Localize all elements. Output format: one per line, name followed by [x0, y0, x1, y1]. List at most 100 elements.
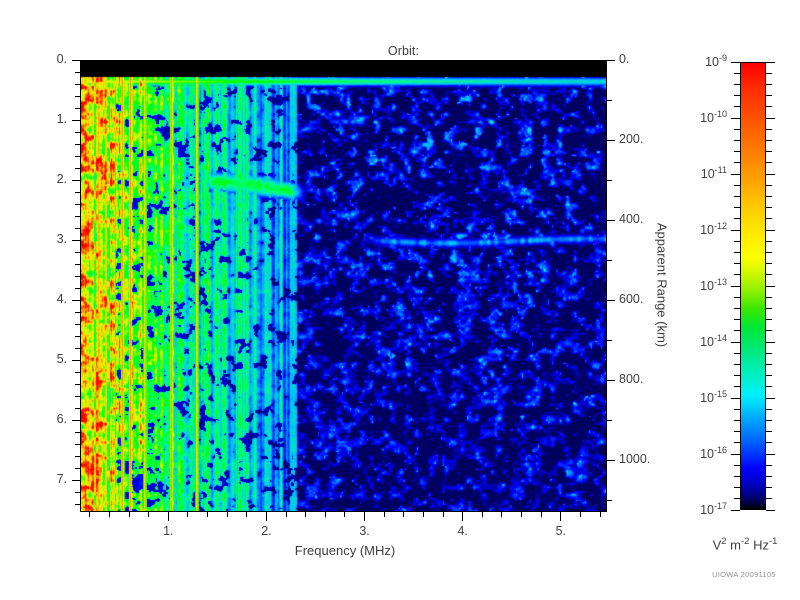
- colorbar-tick-minor: [766, 498, 772, 500]
- tick-label-time-3: 3.: [56, 232, 67, 246]
- colorbar-tick-minor: [766, 251, 772, 253]
- tick-minor-time: [75, 311, 80, 313]
- colorbar-tick-minor: [766, 240, 772, 242]
- tick-minor-time: [75, 455, 80, 457]
- colorbar-tick-minor: [766, 386, 772, 388]
- colorbar-tick-minor: [734, 274, 740, 276]
- footer-credit: UIOWA 20091105: [712, 570, 776, 579]
- tick-minor-freq: [108, 512, 110, 517]
- tick-label-time-2: 2.: [56, 172, 67, 186]
- colorbar-tick-minor: [734, 184, 740, 186]
- tick-minor-time: [75, 407, 80, 409]
- tick-minor-freq: [501, 512, 503, 517]
- colorbar-tick--15: [731, 397, 740, 399]
- colorbar-tick-minor: [766, 72, 772, 74]
- radargram-plot-area: [80, 60, 607, 512]
- colorbar-tick-minor: [766, 375, 772, 377]
- tick-label-freq-1: 1.: [163, 524, 174, 538]
- tick-major-time-2: [72, 179, 80, 181]
- tick-minor-time: [75, 155, 80, 157]
- tick-minor-time: [75, 323, 80, 325]
- axis-title-frequency: Frequency (MHz): [294, 543, 396, 558]
- colorbar-tick-minor: [734, 296, 740, 298]
- colorbar-tick-minor: [766, 464, 772, 466]
- colorbar-tick-minor: [766, 352, 772, 354]
- colorbar-tick-minor: [766, 274, 772, 276]
- tick-minor-freq: [226, 512, 228, 517]
- tick-minor-time: [75, 215, 80, 217]
- colorbar-label--17: 10-17: [700, 501, 727, 518]
- colorbar-tick-minor: [766, 139, 772, 141]
- colorbar-tick-minor: [766, 487, 772, 489]
- colorbar-tick-minor: [734, 307, 740, 309]
- tick-label-range-0: 0.: [619, 52, 630, 66]
- tick-label-range-1000: 1000.: [619, 452, 651, 467]
- colorbar-tick-minor: [766, 363, 772, 365]
- tick-major-range-800: [607, 379, 615, 381]
- tick-major-time-1: [72, 119, 80, 121]
- tick-major-freq-5: [560, 512, 562, 521]
- colorbar-label--12: 10-12: [700, 221, 727, 238]
- colorbar-tick-minor: [734, 319, 740, 321]
- tick-minor-time: [75, 491, 80, 493]
- colorbar-tick-minor: [734, 408, 740, 410]
- axis-title-apparent-range: Apparent Range (km): [654, 222, 670, 348]
- tick-label-time-5: 5.: [56, 352, 67, 366]
- spectrogram-heatmap: [81, 61, 606, 511]
- tick-minor-time: [75, 467, 80, 469]
- colorbar-tick-minor: [766, 319, 772, 321]
- tick-minor-range: [607, 499, 612, 501]
- tick-minor-time: [75, 431, 80, 433]
- tick-major-range-400: [607, 219, 615, 221]
- colorbar-label--11: 10-11: [700, 165, 727, 182]
- tick-major-freq-4: [462, 512, 464, 521]
- colorbar-tick-minor: [734, 218, 740, 220]
- tick-minor-time: [75, 503, 80, 505]
- colorbar-tick-minor: [734, 475, 740, 477]
- colorbar-tick-minor: [734, 498, 740, 500]
- colorbar-tick-minor: [734, 352, 740, 354]
- colorbar-label--13: 10-13: [700, 277, 727, 294]
- colorbar-tick-minor: [766, 207, 772, 209]
- tick-major-freq-2: [265, 512, 267, 521]
- colorbar-tick-minor: [766, 83, 772, 85]
- tick-major-time-4: [72, 299, 80, 301]
- tick-major-range-600: [607, 299, 615, 301]
- colorbar-tick-minor: [766, 195, 772, 197]
- colorbar-tick-right--9: [766, 61, 775, 63]
- colorbar-tick-minor: [734, 139, 740, 141]
- tick-major-range-200: [607, 139, 615, 141]
- colorbar-tick-minor: [734, 251, 740, 253]
- colorbar-tick-minor: [766, 106, 772, 108]
- colorbar-tick-minor: [734, 263, 740, 265]
- colorbar-tick-minor: [766, 263, 772, 265]
- tick-minor-freq: [305, 512, 307, 517]
- colorbar-tick-right--10: [766, 117, 775, 119]
- colorbar-tick-right--16: [766, 453, 775, 455]
- tick-minor-freq: [246, 512, 248, 517]
- tick-major-freq-1: [167, 512, 169, 521]
- colorbar-tick-minor: [766, 475, 772, 477]
- colorbar-tick-minor: [766, 442, 772, 444]
- tick-minor-time: [75, 287, 80, 289]
- colorbar-tick-minor: [766, 218, 772, 220]
- tick-label-time-7: 7.: [56, 472, 67, 486]
- colorbar-tick-minor: [734, 375, 740, 377]
- tick-minor-freq: [89, 512, 91, 517]
- tick-minor-time: [75, 95, 80, 97]
- colorbar-tick-minor: [766, 307, 772, 309]
- tick-minor-freq: [579, 512, 581, 517]
- colorbar-tick-minor: [766, 431, 772, 433]
- colorbar-tick--16: [731, 453, 740, 455]
- tick-label-freq-2: 2.: [261, 524, 272, 538]
- colorbar-tick-right--11: [766, 173, 775, 175]
- colorbar-tick-right--15: [766, 397, 775, 399]
- colorbar-tick-right--12: [766, 229, 775, 231]
- tick-minor-time: [75, 71, 80, 73]
- orbit-label: Orbit:: [387, 44, 420, 58]
- tick-minor-time: [75, 143, 80, 145]
- colorbar-tick-minor: [766, 330, 772, 332]
- tick-minor-freq: [481, 512, 483, 517]
- colorbar-tick-minor: [734, 386, 740, 388]
- colorbar-label--14: 10-14: [700, 333, 727, 350]
